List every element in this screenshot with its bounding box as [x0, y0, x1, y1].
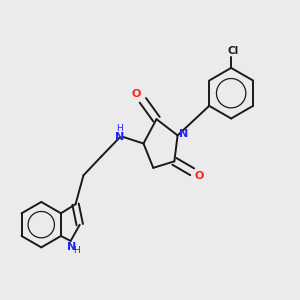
- Text: H: H: [116, 124, 123, 134]
- Text: O: O: [195, 171, 204, 181]
- Text: H: H: [73, 246, 80, 255]
- Text: Cl: Cl: [227, 46, 238, 56]
- Text: N: N: [179, 129, 188, 139]
- Text: N: N: [115, 132, 124, 142]
- Text: O: O: [132, 89, 141, 100]
- Text: N: N: [67, 242, 76, 252]
